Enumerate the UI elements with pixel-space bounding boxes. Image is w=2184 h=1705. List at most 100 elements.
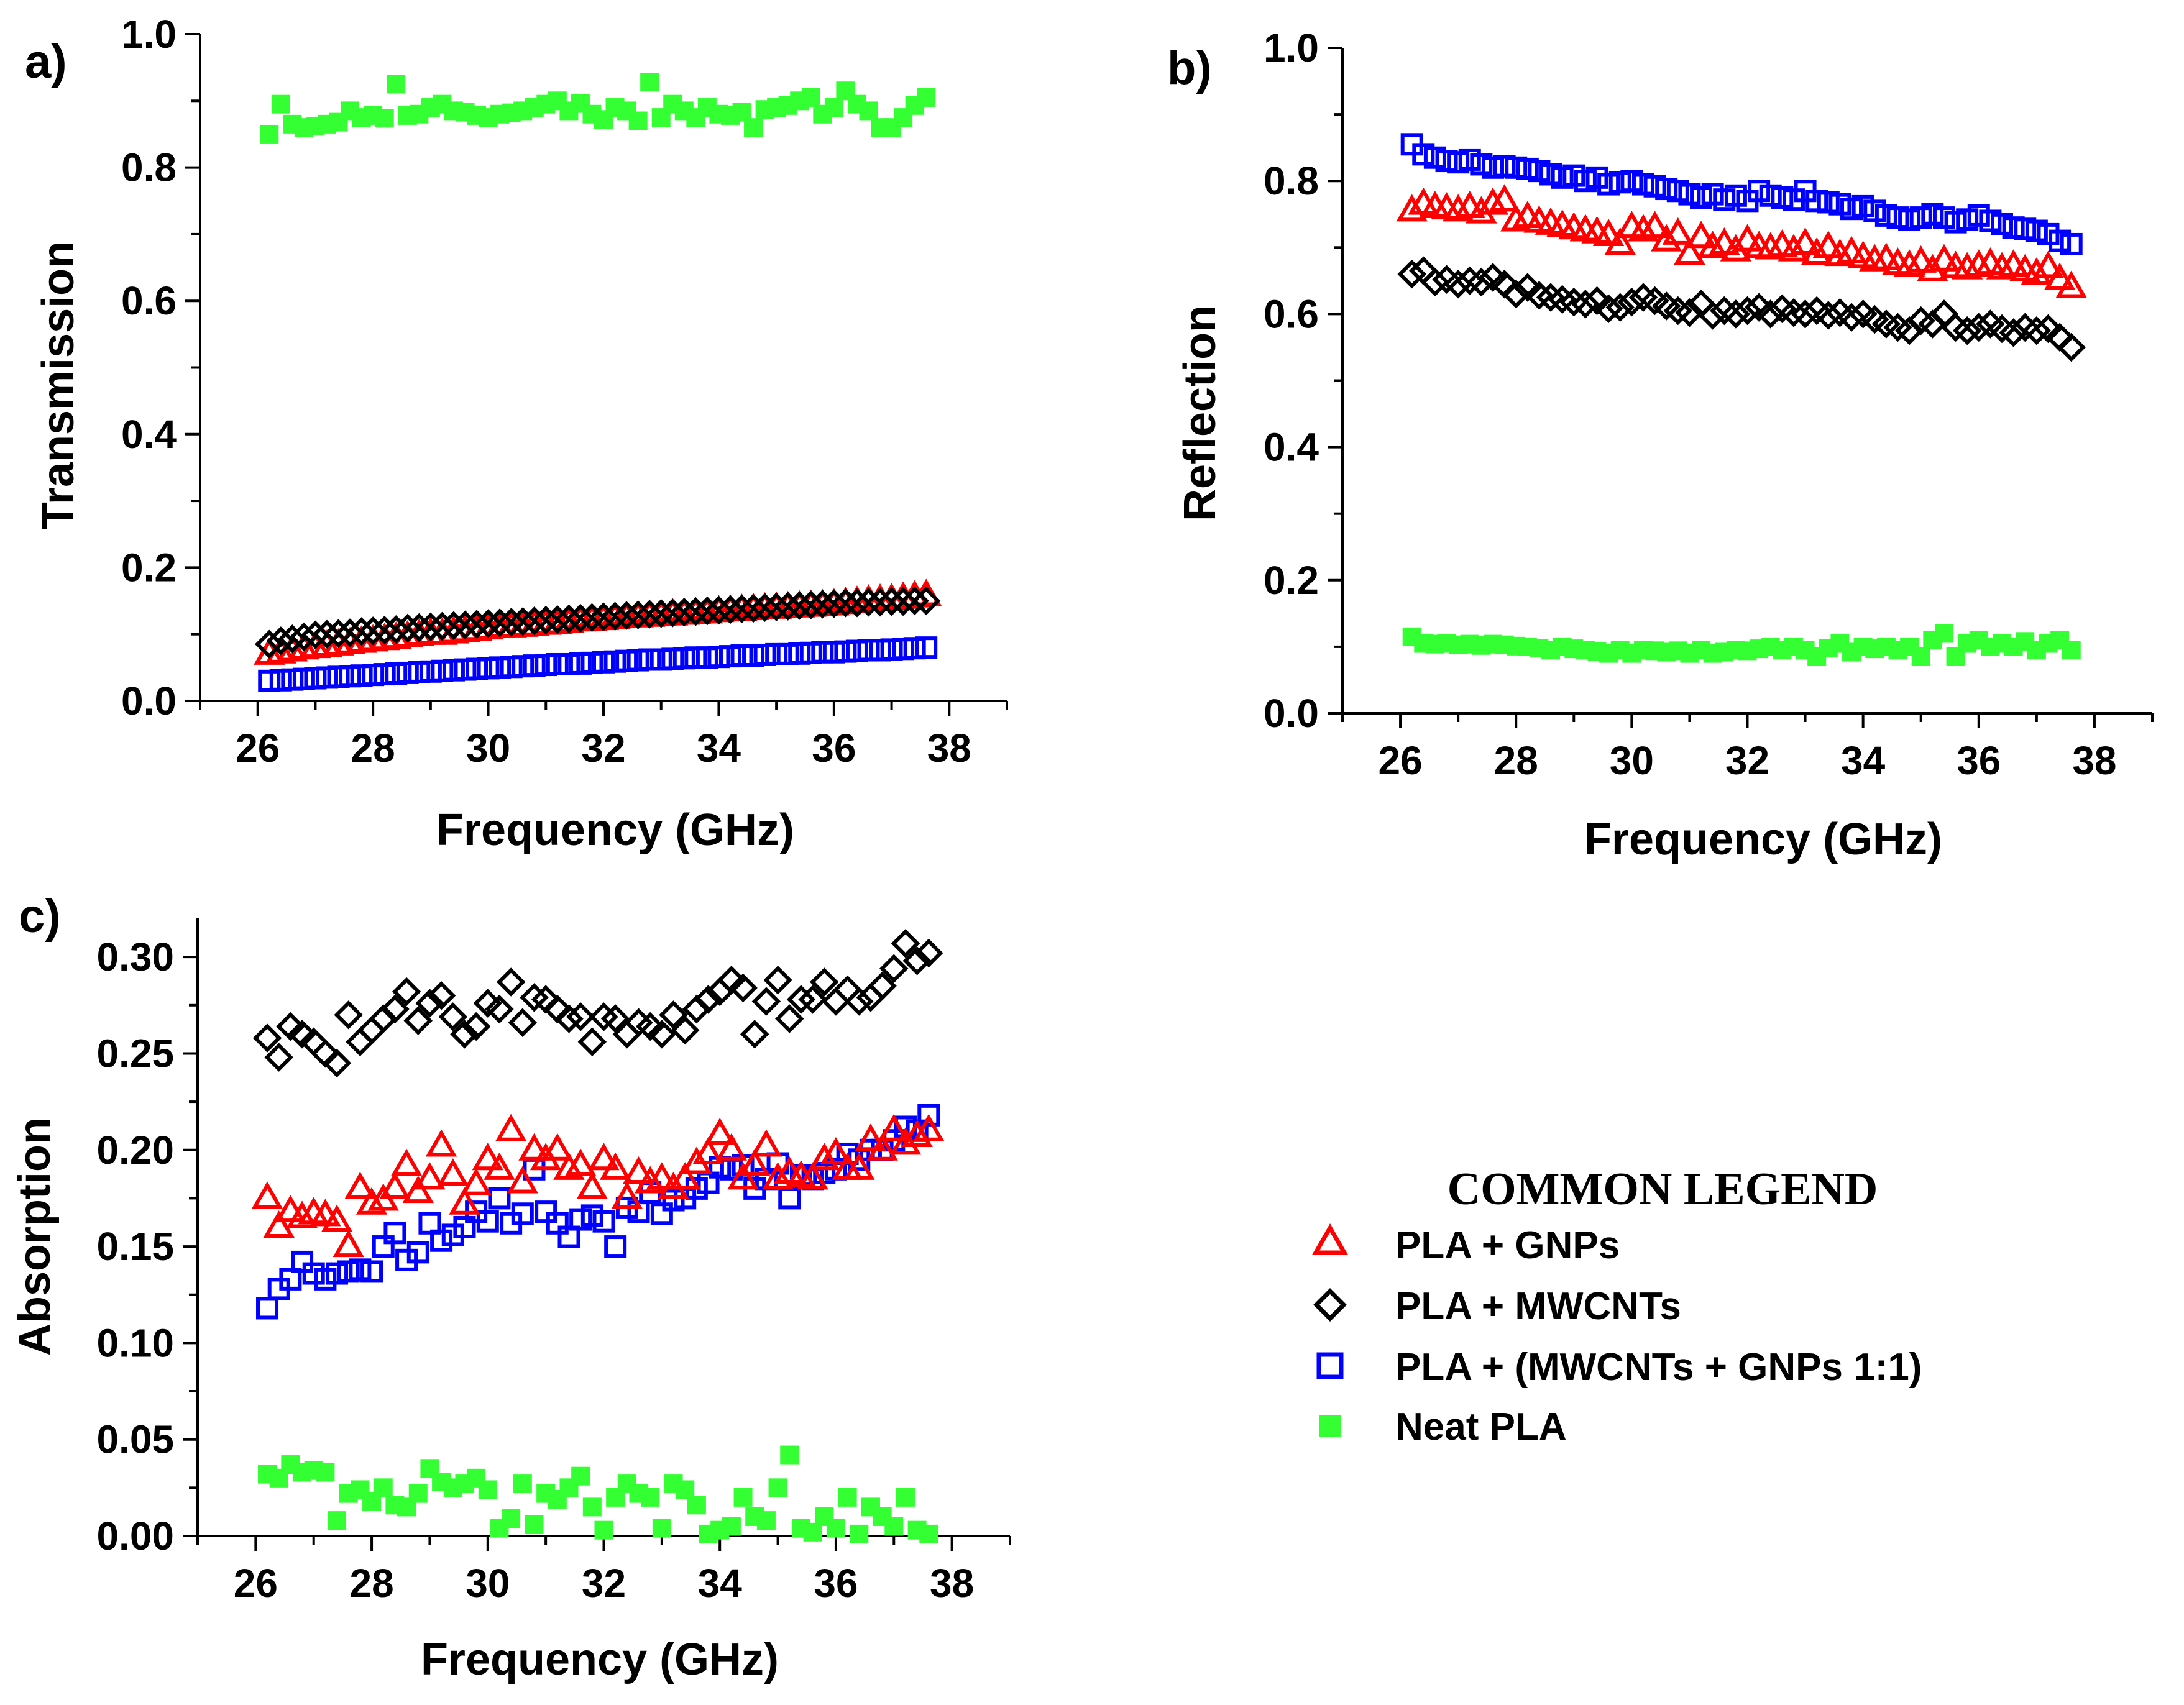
point-neat-pla [328, 1511, 347, 1530]
point-pla-mwcnts-gnps-1-1 [1817, 191, 1840, 214]
point-pla-mwcnts [324, 619, 353, 648]
legend-label-pla-mwcnts: PLA + MWCNTs [1395, 1285, 1681, 1328]
point-pla-mwcnts-gnps-1-1 [477, 657, 500, 680]
point-pla-mwcnts [531, 605, 561, 635]
point-pla-mwcnts-gnps-1-1 [258, 669, 281, 692]
point-pla-mwcnts [728, 973, 758, 1003]
x-tick-label: 26 [1378, 738, 1422, 783]
point-pla-mwcnts-gnps-1-1 [1574, 170, 1597, 193]
point-pla-mwcnts-gnps-1-1 [707, 646, 730, 669]
point-pla-mwcnts [428, 611, 457, 641]
point-pla-mwcnts-gnps-1-1 [1759, 184, 1782, 207]
point-neat-pla [502, 1509, 521, 1529]
point-pla-gnps [1893, 249, 1925, 277]
point-pla-gnps [1466, 196, 1497, 224]
point-pla-mwcnts [1733, 296, 1762, 326]
point-pla-mwcnts [911, 586, 941, 616]
point-pla-mwcnts [775, 1004, 804, 1033]
point-pla-mwcnts [370, 616, 399, 645]
point-pla-mwcnts-gnps-1-1 [1956, 208, 1979, 231]
point-neat-pla [640, 73, 659, 92]
point-pla-mwcnts-gnps-1-1 [2037, 222, 2060, 245]
point-pla-gnps [507, 1166, 538, 1194]
point-pla-mwcnts [276, 1012, 305, 1041]
point-pla-mwcnts [426, 981, 456, 1010]
x-tick-label: 26 [234, 1561, 278, 1606]
point-neat-pla [687, 1496, 706, 1515]
point-pla-gnps [263, 1210, 295, 1238]
point-pla-mwcnts-gnps-1-1 [1643, 175, 1666, 198]
y-tick-label: 0.6 [121, 278, 177, 323]
y-tick-label: 0.10 [96, 1320, 174, 1365]
point-neat-pla [1934, 624, 1953, 643]
point-pla-mwcnts [577, 1027, 607, 1057]
point-pla-mwcnts [659, 1000, 688, 1030]
point-pla-gnps [704, 1117, 736, 1145]
common-legend: COMMON LEGEND PLA + GNPs PLA + MWCNTs PL… [1311, 1164, 1922, 1448]
point-pla-mwcnts-gnps-1-1 [1551, 166, 1574, 189]
point-pla-mwcnts [891, 929, 920, 958]
point-pla-mwcnts [681, 597, 710, 626]
point-neat-pla [594, 1520, 613, 1540]
point-pla-mwcnts [600, 1004, 630, 1033]
point-pla-mwcnts-gnps-1-1 [1909, 206, 1932, 229]
point-pla-mwcnts-gnps-1-1 [304, 667, 327, 690]
point-pla-mwcnts-gnps-1-1 [1562, 164, 1585, 187]
point-pla-gnps [1592, 218, 1625, 247]
point-pla-mwcnts [334, 1000, 363, 1030]
point-pla-gnps [623, 1156, 654, 1184]
point-pla-mwcnts-gnps-1-1 [1771, 186, 1794, 209]
y-tick-label: 0.4 [121, 412, 177, 457]
point-pla-mwcnts [902, 946, 932, 976]
series-pla-gnps [1396, 184, 2087, 298]
point-pla-mwcnts [715, 595, 745, 624]
point-pla-gnps [251, 1181, 283, 1209]
point-pla-mwcnts [474, 609, 503, 638]
legend-entry-neat-pla: Neat PLA [1319, 1406, 1567, 1448]
point-neat-pla [722, 1517, 741, 1536]
point-pla-mwcnts-gnps-1-1 [811, 641, 834, 664]
point-pla-mwcnts [1571, 290, 1600, 319]
point-pla-mwcnts-gnps-1-1 [1412, 143, 1435, 166]
point-pla-gnps [321, 1204, 353, 1232]
point-pla-mwcnts-gnps-1-1 [776, 642, 799, 665]
point-pla-mwcnts [1455, 266, 1484, 296]
point-pla-gnps [564, 1148, 597, 1176]
point-pla-mwcnts-gnps-1-1 [1470, 153, 1493, 176]
y-tick-label: 0.0 [1264, 691, 1319, 736]
point-pla-mwcnts-gnps-1-1 [500, 656, 523, 679]
point-pla-mwcnts-gnps-1-1 [1898, 208, 1921, 231]
point-pla-mwcnts [694, 985, 723, 1014]
panel-a-transmission: a) Transmission Frequency (GHz) 26 28 30 32… [25, 12, 1008, 855]
point-pla-mwcnts [900, 586, 929, 616]
legend-label-pla-hybrid: PLA + (MWCNTs + GNPs 1:1) [1395, 1346, 1922, 1389]
point-pla-mwcnts [1513, 273, 1543, 302]
x-tick-label: 34 [698, 1561, 743, 1606]
y-tick-label: 0.2 [121, 545, 177, 590]
point-pla-gnps [2044, 262, 2076, 290]
point-pla-mwcnts [278, 624, 307, 654]
point-pla-mwcnts [266, 626, 296, 656]
point-pla-mwcnts [393, 613, 423, 643]
point-pla-gnps [1396, 194, 1428, 222]
y-tick-label: 1.0 [121, 12, 177, 57]
point-pla-mwcnts [335, 618, 365, 647]
point-pla-gnps [1952, 252, 1983, 280]
point-pla-mwcnts [845, 987, 874, 1016]
point-pla-mwcnts [854, 587, 883, 617]
point-pla-mwcnts-gnps-1-1 [327, 665, 350, 688]
point-pla-mwcnts-gnps-1-1 [546, 652, 569, 675]
point-pla-mwcnts-gnps-1-1 [604, 1235, 627, 1258]
point-pla-mwcnts [717, 966, 746, 995]
point-pla-mwcnts-gnps-1-1 [1505, 156, 1528, 179]
series-neat-pla [260, 73, 936, 144]
point-pla-mwcnts [1999, 318, 2028, 347]
point-pla-mwcnts [831, 588, 860, 618]
series-pla-mwcnts [1397, 256, 2086, 362]
point-pla-mwcnts [381, 615, 411, 644]
point-pla-mwcnts-gnps-1-1 [903, 637, 926, 660]
point-pla-mwcnts [868, 971, 897, 1000]
point-pla-gnps [1801, 237, 1833, 265]
point-neat-pla [582, 1497, 602, 1517]
